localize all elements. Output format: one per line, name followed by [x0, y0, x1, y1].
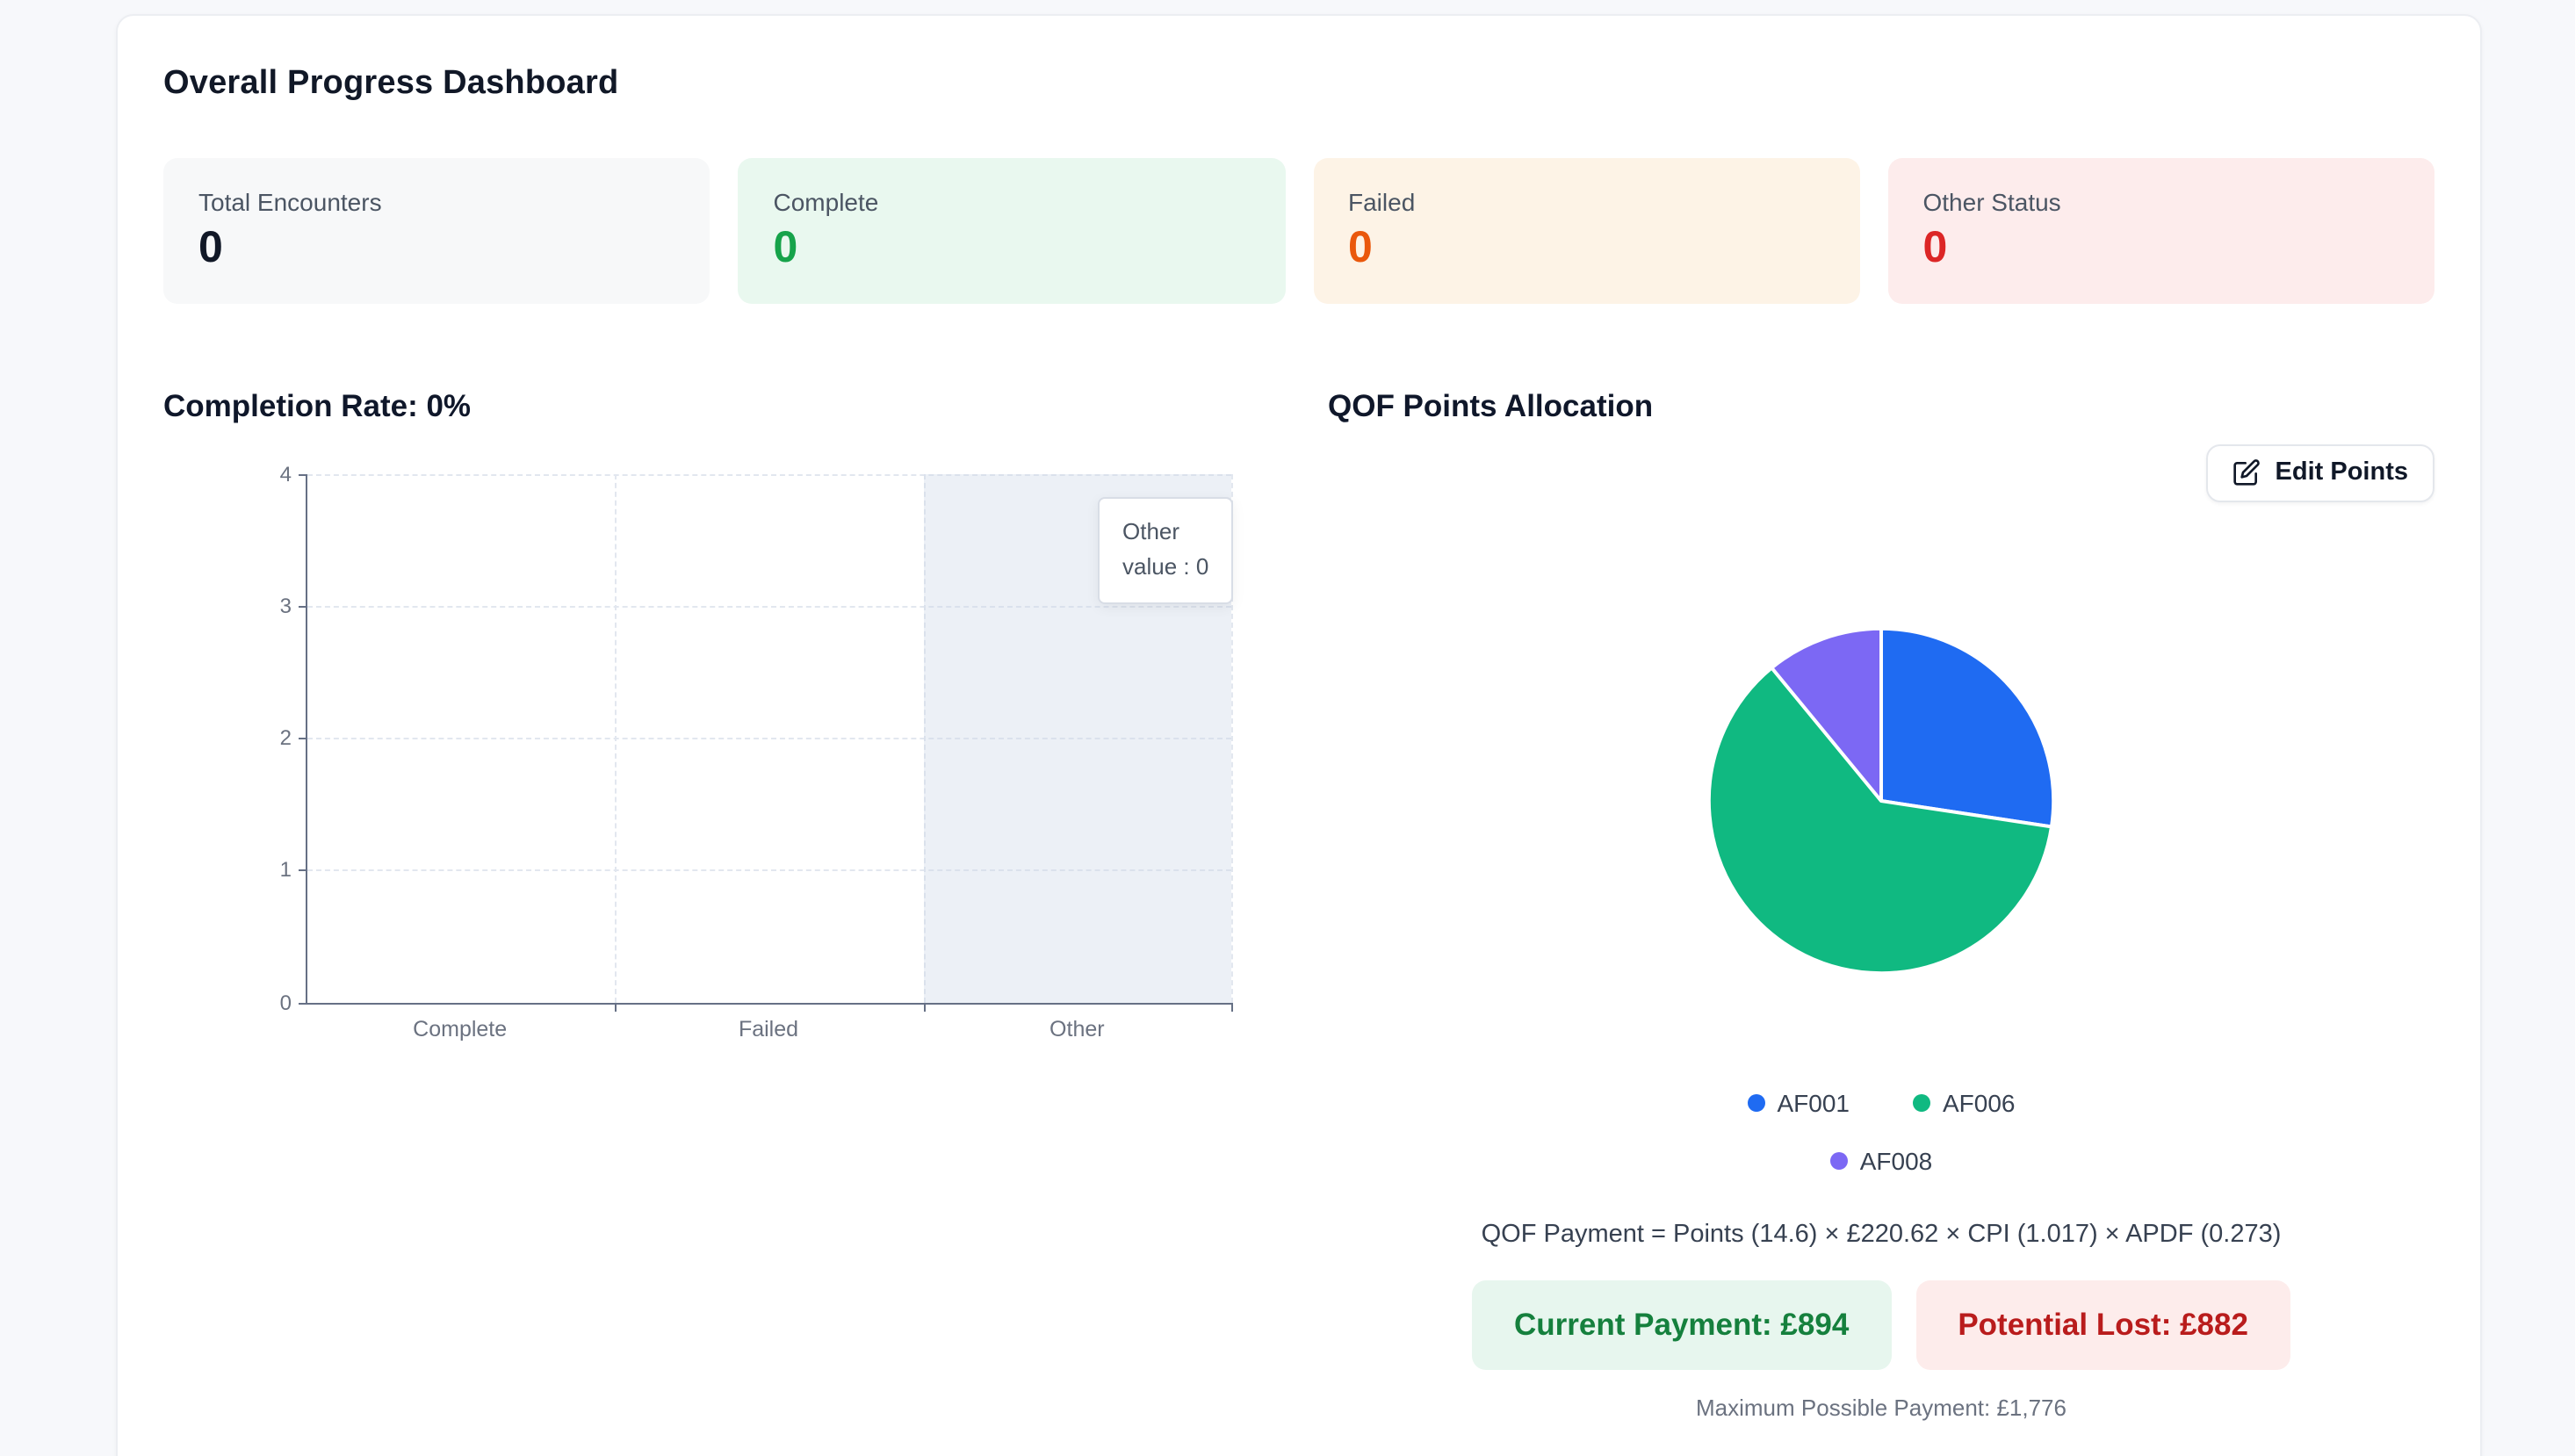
stat-label: Failed: [1348, 188, 1416, 216]
stat-value: 0: [1922, 223, 1948, 272]
dashboard-panel: Overall Progress Dashboard Total Encount…: [116, 14, 2482, 1456]
qof-formula: QOF Payment = Points (14.6) × £220.62 × …: [1481, 1220, 2282, 1248]
y-axis-label: 3: [279, 593, 292, 618]
edit-icon: [2233, 458, 2261, 487]
pie-legend: AF001 AF006 AF008: [1706, 1088, 2057, 1174]
y-axis-label: 2: [279, 725, 292, 750]
dashboard-columns: Completion Rate: 0% Other value : 0 0 1 2 3…: [163, 387, 2434, 1420]
y-axis-label: 4: [279, 461, 292, 486]
qof-section: QOF Points Allocation Edit Points AF001 A…: [1328, 387, 2434, 1420]
legend-item-af006[interactable]: AF006: [1913, 1088, 2016, 1116]
gridline-horizontal: [307, 738, 1231, 739]
edit-points-button[interactable]: Edit Points: [2206, 443, 2434, 501]
x-axis-tick: [923, 1002, 926, 1011]
qof-title: QOF Points Allocation: [1328, 387, 1654, 422]
legend-dot: [1913, 1093, 1930, 1111]
stat-card-failed: Failed 0: [1313, 158, 1860, 303]
legend-dot: [1829, 1151, 1848, 1169]
y-axis-tick: [299, 738, 307, 739]
completion-section: Completion Rate: 0% Other value : 0 0 1 2 3…: [163, 387, 1303, 1420]
stat-value: 0: [1348, 223, 1373, 272]
page-title: Overall Progress Dashboard: [163, 65, 619, 102]
y-axis-tick: [299, 869, 307, 872]
stat-label: Total Encounters: [198, 188, 382, 216]
pie-slice-af008[interactable]: [1770, 625, 1883, 802]
tooltip-value: value : 0: [1122, 553, 1209, 580]
gridline-vertical: [923, 473, 926, 1002]
x-axis-labels: Complete Failed Other: [306, 1016, 1231, 1048]
legend-dot: [1747, 1093, 1765, 1111]
legend-label: AF006: [1943, 1088, 2016, 1116]
chart-tooltip: Other value : 0: [1098, 496, 1234, 605]
max-payment-text: Maximum Possible Payment: £1,776: [1696, 1394, 2066, 1420]
gridline-horizontal: [307, 869, 1231, 872]
y-axis-label: 1: [279, 857, 292, 883]
x-axis-label-complete: Complete: [413, 1016, 508, 1041]
payment-row: Current Payment: £894 Potential Lost: £8…: [1328, 1279, 2434, 1369]
stat-card-total-encounters: Total Encounters 0: [163, 158, 710, 303]
stat-value: 0: [198, 223, 223, 272]
y-axis-tick: [299, 1002, 307, 1004]
stat-label: Other Status: [1922, 188, 2061, 216]
stat-label: Complete: [773, 188, 879, 216]
y-axis-tick: [299, 605, 307, 608]
potential-lost-box: Potential Lost: £882: [1915, 1279, 2290, 1369]
gridline-vertical: [1231, 473, 1233, 1002]
y-axis-tick: [299, 473, 307, 475]
qof-pie-chart: [1328, 621, 2434, 979]
bar-chart-plot-area[interactable]: Other value : 0 0 1 2 3 4: [280, 461, 1234, 1014]
legend-label: AF008: [1859, 1146, 1933, 1174]
y-axis-label: 0: [279, 990, 292, 1014]
current-payment-box: Current Payment: £894: [1472, 1279, 1892, 1369]
gridline-vertical: [615, 473, 617, 1002]
stat-card-complete: Complete 0: [738, 158, 1285, 303]
legend-item-af001[interactable]: AF001: [1747, 1088, 1850, 1116]
tooltip-category: Other: [1122, 517, 1180, 544]
stats-row: Total Encounters 0 Complete 0 Failed 0 O…: [163, 158, 2434, 303]
x-axis-tick: [615, 1002, 617, 1011]
pie-svg[interactable]: [1702, 621, 2060, 979]
completion-rate-title: Completion Rate: 0%: [163, 387, 472, 422]
legend-label: AF001: [1777, 1088, 1850, 1116]
stat-value: 0: [773, 223, 798, 272]
stat-card-other-status: Other Status 0: [1887, 158, 2434, 303]
legend-item-af008[interactable]: AF008: [1829, 1146, 1933, 1174]
x-axis-label-failed: Failed: [738, 1016, 799, 1041]
edit-points-label: Edit Points: [2275, 458, 2408, 487]
gridline-horizontal: [307, 605, 1231, 608]
gridline-horizontal: [307, 473, 1231, 475]
pie-slice-af001[interactable]: [1879, 625, 2056, 828]
x-axis-label-other: Other: [1049, 1016, 1105, 1041]
x-axis-tick: [1231, 1002, 1233, 1011]
pie-slice-af006[interactable]: [1706, 665, 2053, 975]
